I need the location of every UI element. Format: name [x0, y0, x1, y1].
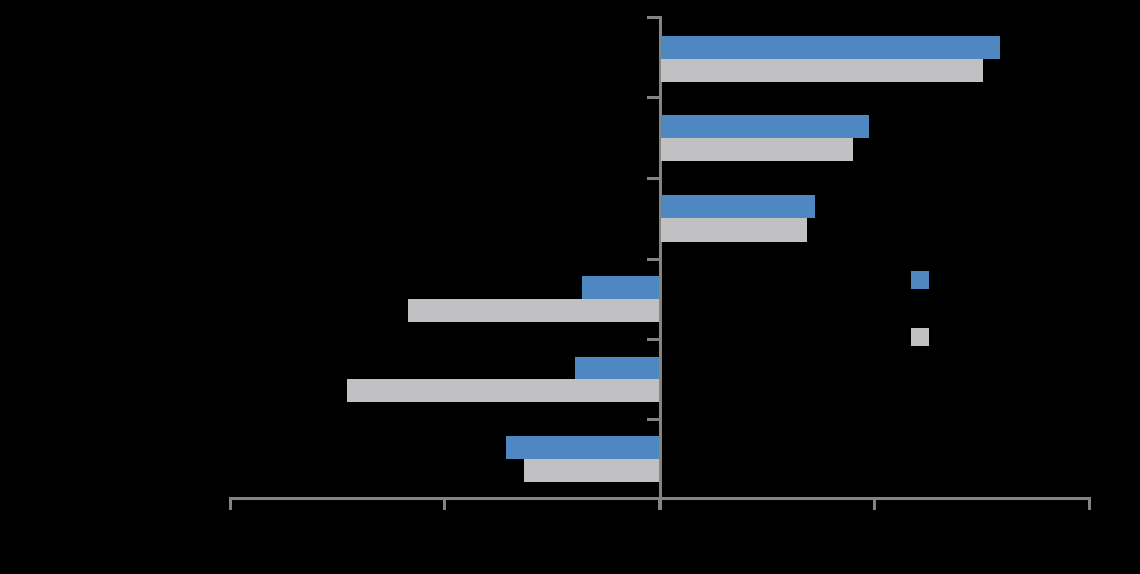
bar-gray-cat1: [661, 59, 983, 82]
bar-blue-cat5: [575, 357, 659, 379]
bar-blue-cat1: [661, 36, 1000, 59]
x-axis-tick: [229, 497, 232, 510]
x-axis-tick: [658, 497, 661, 510]
y-axis-tick: [647, 96, 662, 99]
y-axis-tick: [647, 177, 662, 180]
bar-gray-cat2: [661, 138, 853, 161]
bar-gray-cat4: [408, 299, 659, 322]
bar-gray-cat6: [524, 459, 659, 482]
y-axis-tick: [647, 16, 662, 19]
bar-blue-cat4: [582, 276, 659, 299]
legend-swatch-gray-series: [911, 328, 929, 346]
bar-blue-cat2: [661, 115, 869, 138]
bar-blue-cat6: [506, 436, 659, 459]
bar-blue-cat3: [661, 195, 815, 218]
x-axis-tick: [1088, 497, 1091, 510]
x-axis-tick: [443, 497, 446, 510]
x-axis-tick: [873, 497, 876, 510]
bar-gray-cat3: [661, 218, 807, 242]
bar-gray-cat5: [347, 379, 659, 402]
y-axis-tick: [647, 258, 662, 261]
legend-swatch-blue-series: [911, 271, 929, 289]
y-axis-tick: [647, 338, 662, 341]
y-axis-tick: [647, 418, 662, 421]
y-axis-zero-line: [659, 16, 662, 510]
